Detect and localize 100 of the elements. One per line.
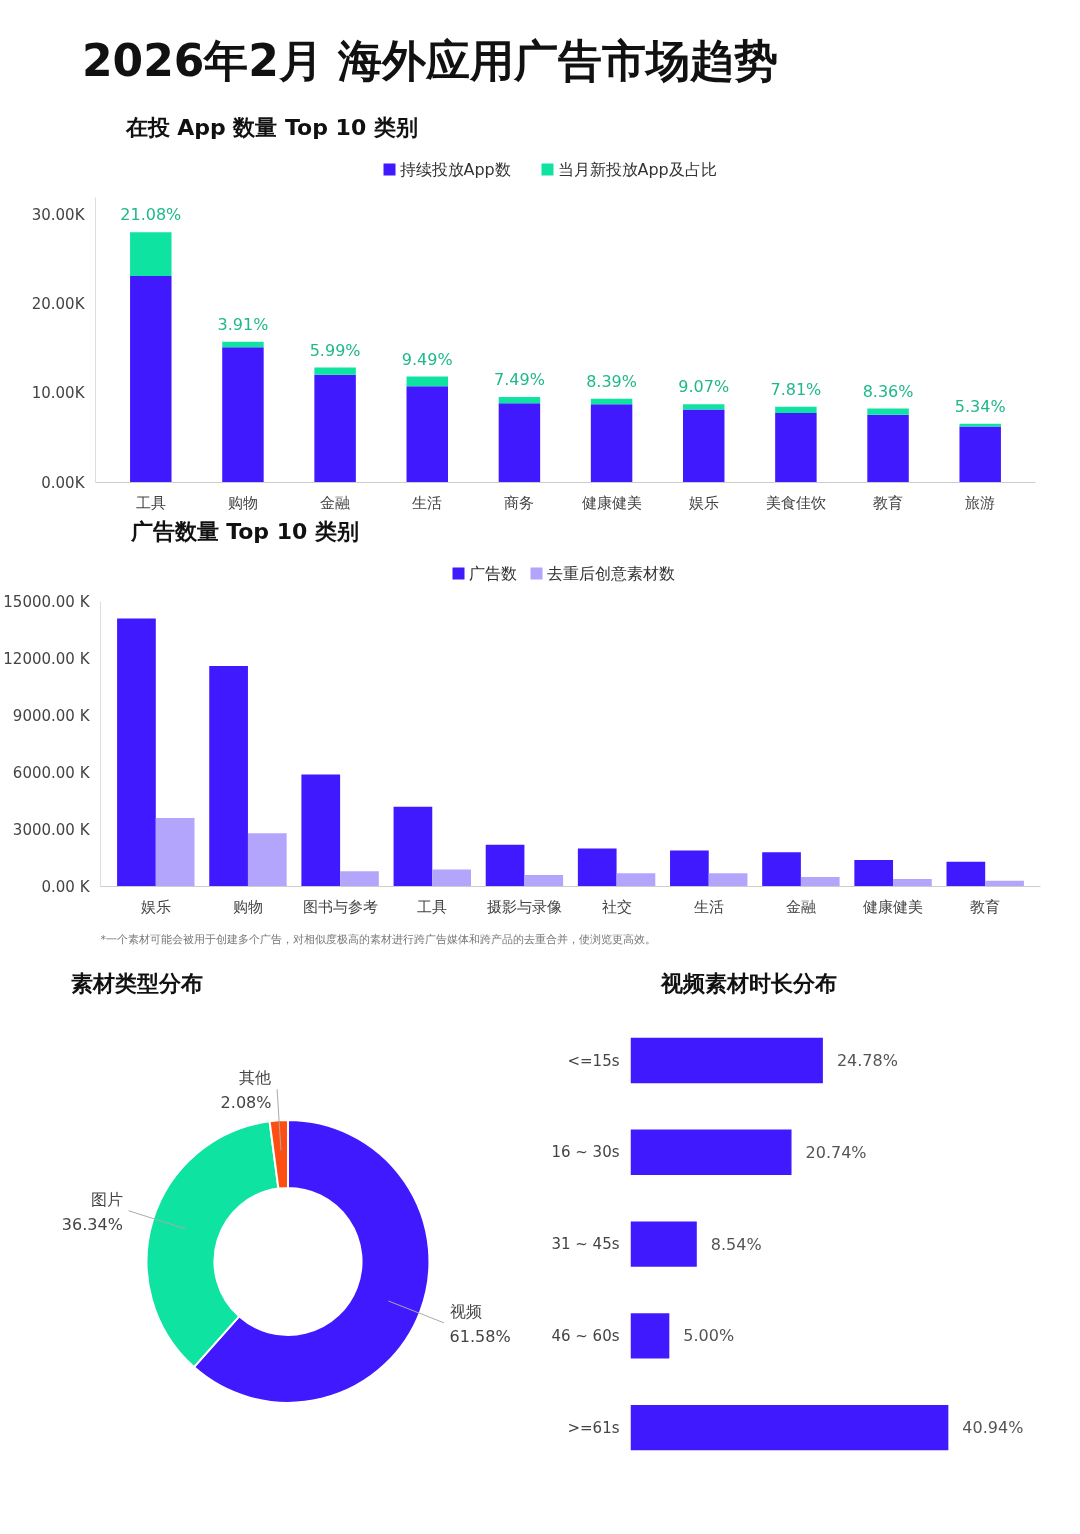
y-tick-label: 46 ~ 60s <box>551 1326 620 1345</box>
y-tick-label: 30.00K <box>31 206 86 225</box>
annotation: 8.39% <box>586 371 637 391</box>
x-tick-label: 金融 <box>320 493 351 512</box>
bar <box>708 873 748 887</box>
bar <box>393 806 433 887</box>
annotation: 7.81% <box>770 379 822 399</box>
annotation: 9.07% <box>678 377 730 397</box>
data-label: 2.08% <box>220 1093 272 1113</box>
bar <box>406 376 448 387</box>
bar <box>247 833 287 887</box>
legend-label: 持续投放App数 <box>399 160 511 179</box>
data-label: 24.78% <box>836 1051 898 1071</box>
bar <box>630 1404 949 1451</box>
text: 2026年2月 海外应用广告市场趋势 <box>81 35 779 86</box>
bar <box>893 878 932 887</box>
bar <box>130 275 172 483</box>
y-tick-label: 31 ~ 45s <box>551 1235 620 1254</box>
bar <box>432 869 471 887</box>
bar <box>946 861 986 887</box>
y-tick-label: 16 ~ 30s <box>551 1143 620 1162</box>
bar <box>222 341 264 348</box>
x-tick-label: 生活 <box>693 897 724 916</box>
x-tick-label: 社交 <box>601 897 632 916</box>
x-tick-label: 娱乐 <box>140 897 171 916</box>
bar <box>117 618 156 887</box>
y-tick-label: >=61s <box>567 1418 620 1437</box>
x-tick-label: 工具 <box>417 897 448 916</box>
data-label: 8.54% <box>710 1234 762 1254</box>
bar <box>524 875 564 887</box>
annotation: 3.91% <box>217 314 269 334</box>
chart-title: 广告数量 Top 10 类别 <box>129 519 360 544</box>
bar <box>485 844 525 887</box>
data-label: 20.74% <box>805 1142 867 1162</box>
annotation: 21.08% <box>120 205 182 225</box>
legend-label: 去重后创意素材数 <box>546 564 675 583</box>
x-tick-label: 购物 <box>227 493 258 512</box>
bar <box>670 850 709 887</box>
bar <box>775 406 817 414</box>
data-label: 5.00% <box>683 1326 735 1346</box>
text: *一个素材可能会被用于创建多个广告，对相似度极高的素材进行跨广告媒体和跨产品的去重合并，使浏览更高效。 <box>100 933 656 946</box>
bar <box>301 774 341 887</box>
y-tick-label: 10.00K <box>31 384 86 403</box>
bar <box>630 1313 670 1359</box>
x-tick-label: 购物 <box>232 897 263 916</box>
bar <box>800 877 840 887</box>
bar <box>683 409 725 483</box>
y-tick-label: 15000.00 K <box>3 592 91 611</box>
bar <box>762 852 801 887</box>
y-tick-label: 20.00K <box>31 295 86 314</box>
bar <box>683 404 725 410</box>
x-tick-label: 图书与参考 <box>302 897 378 916</box>
bar <box>314 374 356 483</box>
y-tick-label: 0.00 K <box>41 877 91 896</box>
chart-title: 视频素材时长分布 <box>659 970 837 996</box>
x-tick-label: 娱乐 <box>688 493 719 512</box>
chart-title: 在投 App 数量 Top 10 类别 <box>124 115 418 140</box>
y-tick-label: <=15s <box>567 1051 620 1070</box>
bar <box>630 1037 823 1084</box>
bar <box>130 232 172 276</box>
bar <box>155 818 195 887</box>
annotation: 8.36% <box>862 381 914 401</box>
bar <box>630 1221 697 1267</box>
x-tick-label: 美食佳饮 <box>765 493 826 512</box>
x-tick-label: 健康健美 <box>863 897 924 916</box>
bar <box>498 403 541 483</box>
annotation: 7.49% <box>494 370 545 389</box>
data-label: 61.58% <box>449 1326 511 1346</box>
x-tick-label: 旅游 <box>965 493 996 512</box>
slice-label: 图片 <box>90 1189 123 1209</box>
bar <box>340 871 379 887</box>
bar <box>314 367 356 375</box>
bar <box>867 414 909 483</box>
slice-label: 其他 <box>239 1068 272 1088</box>
x-tick-label: 教育 <box>970 897 1001 916</box>
bar <box>854 859 894 887</box>
x-tick-label: 健康健美 <box>581 493 642 512</box>
x-tick-label: 工具 <box>135 493 166 512</box>
y-tick-label: 3000.00 K <box>12 820 91 839</box>
y-tick-label: 6000.00 K <box>12 763 91 782</box>
bar <box>775 413 817 483</box>
bar <box>616 873 656 887</box>
x-tick-label: 生活 <box>412 493 443 512</box>
slice-label: 视频 <box>449 1301 482 1321</box>
y-tick-label: 9000.00 K <box>12 706 91 725</box>
legend-label: 当月新投放App及占比 <box>557 160 717 179</box>
x-tick-label: 摄影与录像 <box>486 897 562 916</box>
data-label: 40.94% <box>962 1418 1024 1438</box>
x-tick-label: 商务 <box>504 493 535 512</box>
bar <box>590 404 633 483</box>
bar <box>209 666 248 887</box>
legend-label: 广告数 <box>468 564 517 583</box>
bar <box>630 1129 792 1176</box>
annotation: 5.34% <box>954 396 1006 416</box>
y-tick-label: 12000.00 K <box>3 649 91 668</box>
annotation: 9.49% <box>401 349 453 369</box>
bar <box>406 386 448 483</box>
chart-title: 素材类型分布 <box>70 970 203 996</box>
x-tick-label: 金融 <box>785 897 816 916</box>
y-tick-label: 0.00K <box>41 473 86 492</box>
